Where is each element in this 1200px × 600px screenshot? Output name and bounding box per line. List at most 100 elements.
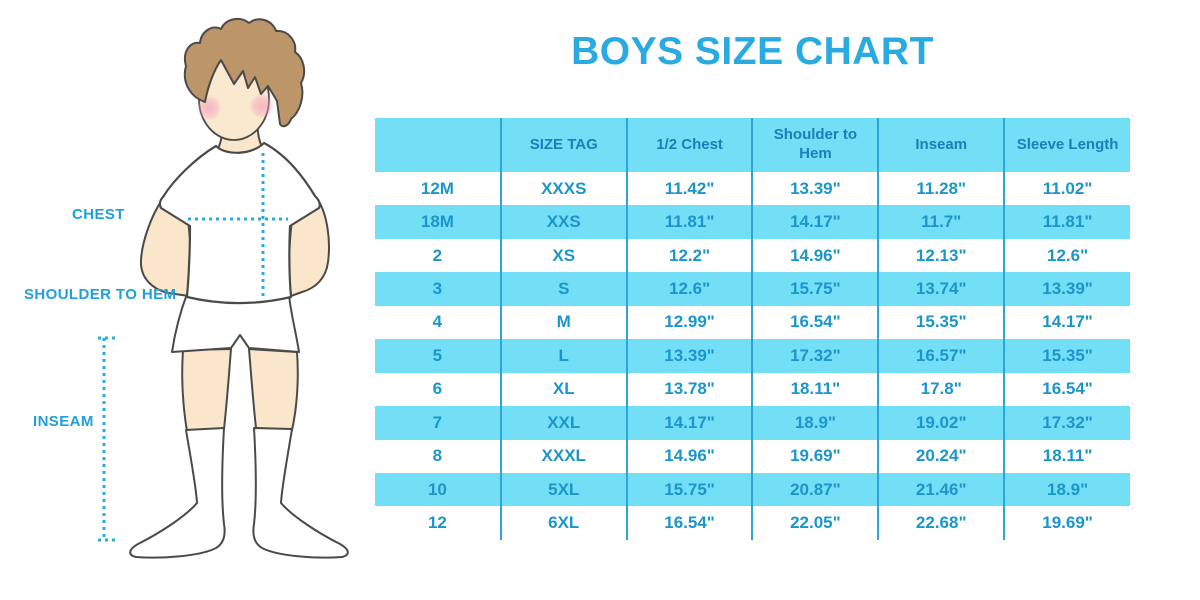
col-header-shoulder-to-hem: Shoulder to Hem xyxy=(751,118,879,172)
table-row: 10 5XL 15.75" 20.87" 21.46" 18.9" xyxy=(375,472,1130,507)
header-row: SIZE TAG 1/2 Chest Shoulder to Hem Insea… xyxy=(375,118,1130,172)
cell-half_chest: 16.54" xyxy=(625,506,753,540)
cell-inseam: 19.02" xyxy=(877,406,1005,440)
hair xyxy=(183,17,306,128)
table-row: 2 XS 12.2" 14.96" 12.13" 12.6" xyxy=(375,238,1130,273)
table-row: 6 XL 13.78" 18.11" 17.8" 16.54" xyxy=(375,372,1130,407)
inseam-label: INSEAM xyxy=(33,413,94,430)
cell-sleeve_length: 19.69" xyxy=(1003,506,1130,540)
cell-sleeve_length: 15.35" xyxy=(1003,339,1130,373)
cell-shoulder_to_hem: 18.11" xyxy=(751,372,879,407)
right-leg xyxy=(247,347,299,432)
table-row: 8 XXXL 14.96" 19.69" 20.24" 18.11" xyxy=(375,439,1130,473)
col-header-size-tag: SIZE TAG xyxy=(499,118,627,172)
cell-shoulder_to_hem: 18.9" xyxy=(751,406,879,440)
cell-sleeve_length: 16.54" xyxy=(1003,372,1130,407)
measurement-figure: CHEST SHOULDER TO HEM INSEAM xyxy=(0,0,375,600)
cell-size: 10 xyxy=(375,472,501,507)
t-shirt xyxy=(158,141,321,305)
cell-inseam: 22.68" xyxy=(877,506,1005,540)
boy-illustration xyxy=(98,17,349,559)
cell-half_chest: 13.78" xyxy=(625,372,753,407)
blush-right xyxy=(249,93,275,119)
col-header-size xyxy=(375,118,501,172)
cell-tag: XXXL xyxy=(499,439,627,473)
cell-tag: XS xyxy=(499,238,627,273)
table-row: 5 L 13.39" 17.32" 16.57" 15.35" xyxy=(375,339,1130,373)
size-table-body: 12M XXXS 11.42" 13.39" 11.28" 11.02" 18M XXS 11.… xyxy=(375,172,1130,540)
cell-shoulder_to_hem: 19.69" xyxy=(751,439,879,473)
cell-tag: M xyxy=(499,305,627,340)
cell-size: 5 xyxy=(375,339,501,373)
cell-shoulder_to_hem: 15.75" xyxy=(751,272,879,306)
cell-tag: 6XL xyxy=(499,506,627,540)
cell-inseam: 17.8" xyxy=(877,372,1005,407)
col-header-sleeve-length: Sleeve Length xyxy=(1003,118,1130,172)
cell-inseam: 16.57" xyxy=(877,339,1005,373)
cell-size: 12M xyxy=(375,172,501,206)
cell-tag: L xyxy=(499,339,627,373)
table-row: 3 S 12.6" 15.75" 13.74" 13.39" xyxy=(375,272,1130,306)
cell-sleeve_length: 11.02" xyxy=(1003,172,1130,206)
cell-half_chest: 11.81" xyxy=(625,205,753,239)
cell-half_chest: 11.42" xyxy=(625,172,753,206)
size-table-header: SIZE TAG 1/2 Chest Shoulder to Hem Insea… xyxy=(375,118,1130,172)
cell-size: 2 xyxy=(375,238,501,273)
cell-inseam: 15.35" xyxy=(877,305,1005,340)
cell-tag: XXXS xyxy=(499,172,627,206)
cell-sleeve_length: 18.11" xyxy=(1003,439,1130,473)
cell-half_chest: 14.96" xyxy=(625,439,753,473)
table-row: 12M XXXS 11.42" 13.39" 11.28" 11.02" xyxy=(375,172,1130,206)
cell-shoulder_to_hem: 22.05" xyxy=(751,506,879,540)
table-row: 18M XXS 11.81" 14.17" 11.7" 11.81" xyxy=(375,205,1130,239)
cell-size: 8 xyxy=(375,439,501,473)
shoulder-to-hem-label: SHOULDER TO HEM xyxy=(24,286,177,303)
inseam-measure-line xyxy=(98,336,118,542)
cell-sleeve_length: 11.81" xyxy=(1003,205,1130,239)
col-header-half-chest: 1/2 Chest xyxy=(625,118,753,172)
col-header-inseam: Inseam xyxy=(877,118,1005,172)
cell-shoulder_to_hem: 14.17" xyxy=(751,205,879,239)
chest-label: CHEST xyxy=(72,206,125,223)
cell-size: 18M xyxy=(375,205,501,239)
cell-size: 12 xyxy=(375,506,501,540)
table-row: 12 6XL 16.54" 22.05" 22.68" 19.69" xyxy=(375,506,1130,540)
cell-size: 7 xyxy=(375,406,501,440)
size-table: SIZE TAG 1/2 Chest Shoulder to Hem Insea… xyxy=(375,118,1130,540)
left-sock xyxy=(129,427,226,559)
cell-half_chest: 13.39" xyxy=(625,339,753,373)
cell-size: 4 xyxy=(375,305,501,340)
shorts xyxy=(171,293,300,353)
cell-size: 6 xyxy=(375,372,501,407)
cell-sleeve_length: 17.32" xyxy=(1003,406,1130,440)
page-title: BOYS SIZE CHART xyxy=(571,30,934,73)
table-row: 4 M 12.99" 16.54" 15.35" 14.17" xyxy=(375,305,1130,340)
cell-tag: XL xyxy=(499,372,627,407)
left-leg xyxy=(181,347,233,433)
cell-shoulder_to_hem: 20.87" xyxy=(751,472,879,507)
cell-sleeve_length: 13.39" xyxy=(1003,272,1130,306)
cell-inseam: 12.13" xyxy=(877,238,1005,273)
cell-inseam: 11.28" xyxy=(877,172,1005,206)
cell-shoulder_to_hem: 13.39" xyxy=(751,172,879,206)
cell-sleeve_length: 14.17" xyxy=(1003,305,1130,340)
right-sock xyxy=(252,427,349,559)
cell-size: 3 xyxy=(375,272,501,306)
cell-tag: XXL xyxy=(499,406,627,440)
cell-shoulder_to_hem: 14.96" xyxy=(751,238,879,273)
table-row: 7 XXL 14.17" 18.9" 19.02" 17.32" xyxy=(375,406,1130,440)
cell-half_chest: 15.75" xyxy=(625,472,753,507)
cell-half_chest: 12.2" xyxy=(625,238,753,273)
cell-inseam: 20.24" xyxy=(877,439,1005,473)
cell-inseam: 11.7" xyxy=(877,205,1005,239)
cell-inseam: 21.46" xyxy=(877,472,1005,507)
cell-sleeve_length: 12.6" xyxy=(1003,238,1130,273)
cell-sleeve_length: 18.9" xyxy=(1003,472,1130,507)
cell-inseam: 13.74" xyxy=(877,272,1005,306)
cell-half_chest: 12.99" xyxy=(625,305,753,340)
cell-half_chest: 14.17" xyxy=(625,406,753,440)
cell-tag: XXS xyxy=(499,205,627,239)
cell-half_chest: 12.6" xyxy=(625,272,753,306)
cell-tag: S xyxy=(499,272,627,306)
